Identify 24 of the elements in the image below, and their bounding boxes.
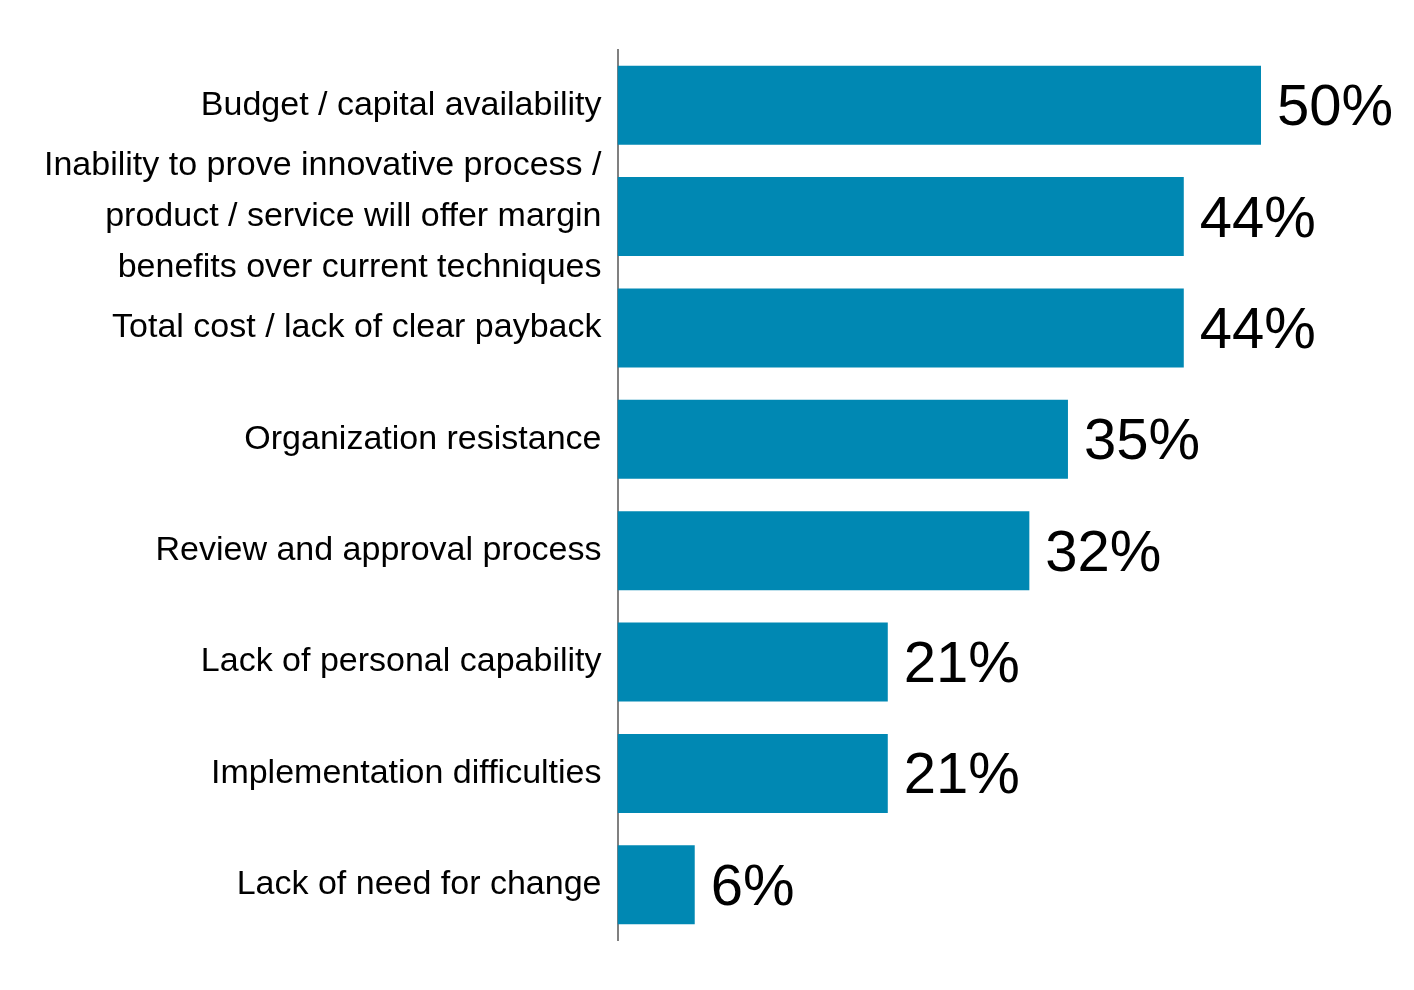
- y-tick-label: Budget / capital availability: [200, 83, 602, 122]
- y-tick-label: Organization resistance: [244, 417, 602, 456]
- data-label: 35%: [1083, 406, 1201, 472]
- data-label: 44%: [1199, 294, 1316, 360]
- y-tick-label: Inability to prove innovative process / product / service will offer margin benefits over current techniques: [44, 143, 603, 284]
- bar: [617, 511, 1030, 591]
- y-tick-label: Total cost / lack of clear payback: [112, 306, 603, 345]
- bar: [617, 177, 1184, 257]
- data-label: 50%: [1277, 72, 1394, 138]
- y-tick-label: Lack of personal capability: [200, 640, 602, 679]
- y-tick-label: Review and approval process: [155, 529, 602, 568]
- bar: [617, 65, 1261, 145]
- y-tick-label: Lack of need for change: [236, 863, 602, 902]
- bar: [617, 288, 1184, 368]
- bar: [617, 733, 888, 813]
- data-label: 6%: [710, 851, 795, 917]
- data-label: 21%: [903, 740, 1020, 806]
- bar: [617, 622, 888, 702]
- data-label: 44%: [1199, 183, 1316, 249]
- y-tick-label: Implementation difficulties: [210, 751, 602, 790]
- bar: [617, 845, 695, 925]
- data-label: 32%: [1045, 517, 1162, 583]
- bar: [617, 399, 1068, 479]
- data-label: 21%: [903, 629, 1020, 695]
